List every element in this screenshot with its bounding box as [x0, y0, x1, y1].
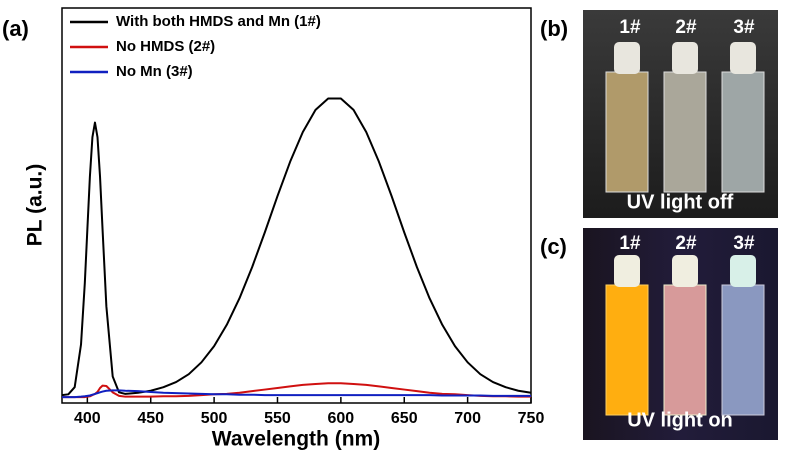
photo-caption: UV light off	[627, 191, 734, 213]
sample-label: 2#	[675, 17, 697, 38]
panel-label: (b)	[540, 16, 568, 41]
x-tick-label: 700	[454, 410, 481, 427]
panel-label: (a)	[2, 16, 29, 41]
x-tick-label: 600	[328, 410, 355, 427]
legend-label: With both HMDS and Mn (1#)	[116, 13, 321, 30]
cap	[730, 255, 756, 287]
x-tick-label: 450	[137, 410, 164, 427]
cap	[730, 42, 756, 74]
cuvette	[663, 71, 707, 193]
cuvette	[605, 71, 649, 193]
sample-label: 1#	[619, 233, 641, 254]
sample-label: 3#	[733, 17, 755, 38]
sample-label: 2#	[675, 233, 697, 254]
x-tick-label: 650	[391, 410, 418, 427]
x-tick-label: 550	[264, 410, 291, 427]
cap	[672, 42, 698, 74]
cuvette	[721, 284, 765, 416]
cap	[614, 255, 640, 287]
sample-label: 3#	[733, 233, 755, 254]
y-axis-label: PL (a.u.)	[24, 164, 47, 246]
cap	[672, 255, 698, 287]
sample-label: 1#	[619, 17, 641, 38]
photo-caption: UV light on	[627, 409, 733, 431]
legend-label: No HMDS (2#)	[116, 38, 215, 55]
x-tick-label: 400	[74, 410, 101, 427]
cuvette	[721, 71, 765, 193]
x-tick-label: 750	[518, 410, 545, 427]
cuvette	[663, 284, 707, 416]
legend-label: No Mn (3#)	[116, 63, 193, 80]
x-axis-label: Wavelength (nm)	[212, 428, 380, 451]
plot-frame	[61, 7, 532, 404]
cuvette	[605, 284, 649, 416]
panel-label: (c)	[540, 234, 567, 259]
x-tick-label: 500	[201, 410, 228, 427]
cap	[614, 42, 640, 74]
photo-b	[583, 10, 778, 218]
series-line	[61, 97, 532, 397]
series-line	[62, 389, 531, 399]
photo-c	[583, 228, 778, 440]
